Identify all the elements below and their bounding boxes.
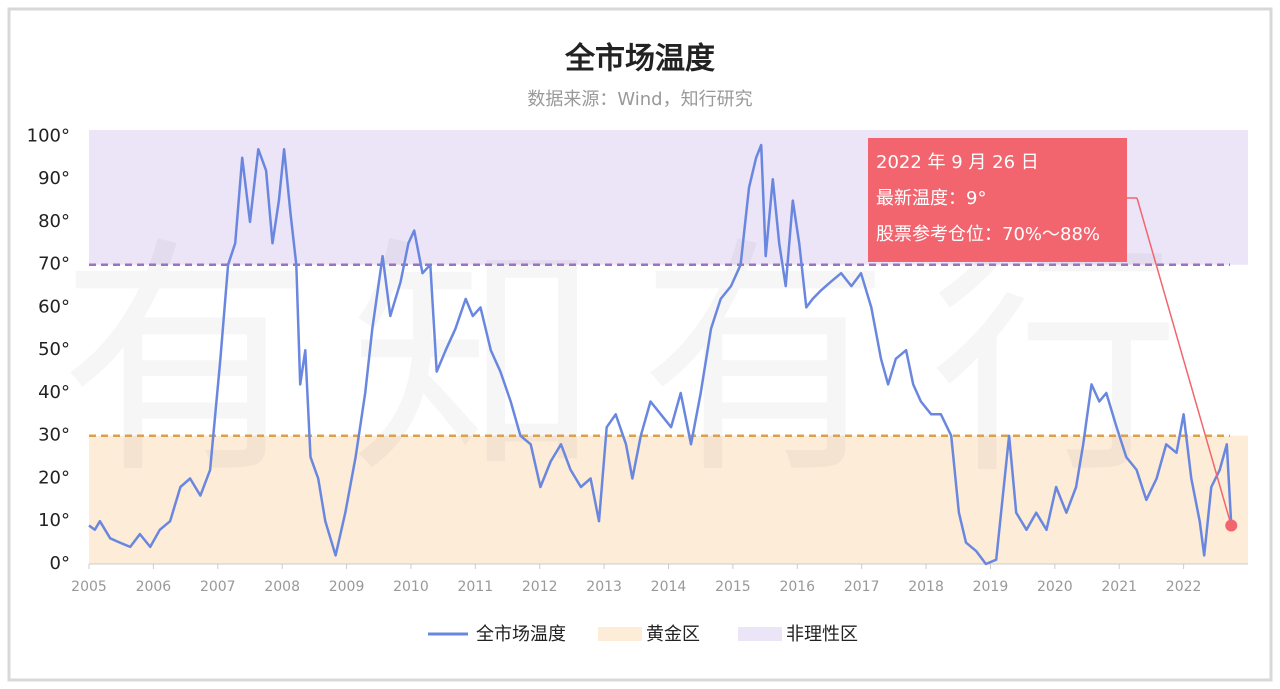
x-tick-label: 2009 xyxy=(329,579,365,595)
x-tick-label: 2022 xyxy=(1166,579,1202,595)
y-tick-label: 100° xyxy=(27,125,70,146)
legend-label: 全市场温度 xyxy=(476,624,566,645)
x-tick-label: 2014 xyxy=(651,579,687,595)
y-tick-label: 90° xyxy=(38,168,70,189)
legend-label: 非理性区 xyxy=(786,624,858,645)
y-tick-label: 50° xyxy=(38,339,70,360)
x-tick-label: 2018 xyxy=(908,579,944,595)
x-tick-label: 2020 xyxy=(1037,579,1073,595)
annotation-text: 最新温度：9° xyxy=(876,188,986,209)
x-tick-label: 2006 xyxy=(136,579,172,595)
annotation-box xyxy=(868,138,1127,262)
legend-swatch xyxy=(738,627,782,641)
x-tick-label: 2005 xyxy=(71,579,107,595)
latest-point xyxy=(1225,519,1238,532)
annotation-connector xyxy=(1136,197,1232,526)
y-tick-label: 60° xyxy=(38,296,70,317)
band xyxy=(89,435,1248,564)
y-tick-label: 80° xyxy=(38,211,70,232)
y-tick-label: 0° xyxy=(50,553,70,574)
series-line xyxy=(88,143,1233,566)
x-tick-label: 2008 xyxy=(264,579,300,595)
y-tick-label: 20° xyxy=(38,467,70,488)
y-tick-label: 30° xyxy=(38,425,70,446)
annotation-text: 股票参考仓位：70%～88% xyxy=(876,224,1100,245)
x-tick-label: 2013 xyxy=(586,579,622,595)
x-tick-label: 2015 xyxy=(715,579,751,595)
x-tick-label: 2016 xyxy=(779,579,815,595)
chart-subtitle: 数据来源：Wind，知行研究 xyxy=(527,89,752,110)
legend-swatch xyxy=(598,627,642,641)
x-tick-label: 2021 xyxy=(1101,579,1137,595)
x-tick-label: 2007 xyxy=(200,579,236,595)
x-tick-label: 2017 xyxy=(844,579,880,595)
chart-title: 全市场温度 xyxy=(564,42,715,77)
x-tick-label: 2010 xyxy=(393,579,429,595)
legend-label: 黄金区 xyxy=(646,624,700,645)
y-tick-label: 10° xyxy=(38,510,70,531)
y-tick-label: 70° xyxy=(38,254,70,275)
frame xyxy=(7,7,1273,682)
annotation-text: 2022 年 9 月 26 日 xyxy=(876,152,1039,173)
x-tick-label: 2012 xyxy=(522,579,558,595)
x-tick-label: 2019 xyxy=(973,579,1009,595)
y-tick-label: 40° xyxy=(38,382,70,403)
x-tick-label: 2011 xyxy=(458,579,494,595)
